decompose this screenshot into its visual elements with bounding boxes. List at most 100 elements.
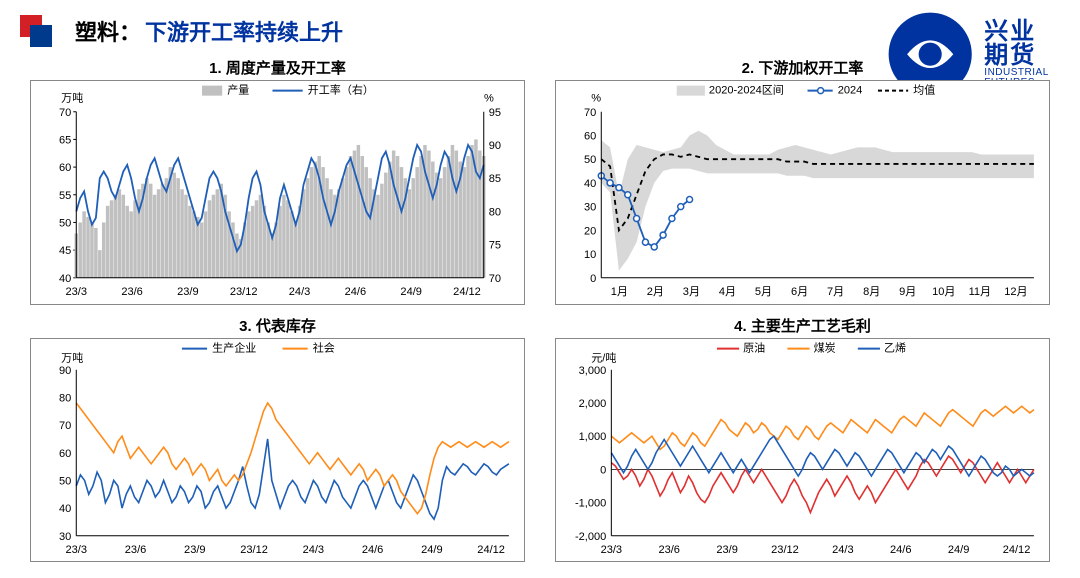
- svg-text:2月: 2月: [647, 286, 664, 298]
- chart4-title: 4. 主要生产工艺毛利: [555, 315, 1050, 336]
- chart1-title: 1. 周度产量及开工率: [30, 57, 525, 78]
- svg-text:元/吨: 元/吨: [591, 351, 616, 364]
- svg-text:4月: 4月: [719, 286, 736, 298]
- panel-2: 2. 下游加权开工率 010203040506070%1月2月3月4月5月6月7…: [555, 57, 1050, 305]
- svg-text:乙烯: 乙烯: [884, 341, 906, 354]
- svg-text:24/9: 24/9: [400, 286, 422, 298]
- svg-text:24/9: 24/9: [421, 543, 443, 555]
- svg-text:23/9: 23/9: [716, 543, 738, 555]
- svg-text:23/6: 23/6: [658, 543, 680, 555]
- svg-text:70: 70: [489, 273, 501, 285]
- page-title-main: 下游开工率持续上升: [145, 15, 343, 47]
- svg-text:产量: 产量: [227, 83, 249, 97]
- svg-text:70: 70: [59, 420, 71, 432]
- chart1-box: 40 45 50 55 60 65 70 70 75 80 85 90 95 万吨% 23/3 23/6 23/…: [30, 80, 525, 305]
- svg-text:70: 70: [59, 107, 71, 119]
- svg-text:6月: 6月: [791, 286, 808, 298]
- svg-text:3月: 3月: [683, 286, 700, 298]
- svg-text:24/6: 24/6: [345, 286, 367, 298]
- page-title-prefix: 塑料：: [75, 15, 141, 47]
- svg-text:40: 40: [59, 273, 71, 285]
- svg-text:24/3: 24/3: [832, 543, 854, 555]
- svg-text:60: 60: [59, 447, 71, 459]
- chart3-box: 30 40 50 60 70 80 90万吨 23/3 23/6 23/9 23/12 24/3 24/…: [30, 338, 525, 563]
- svg-text:23/6: 23/6: [125, 543, 147, 555]
- svg-text:8月: 8月: [863, 286, 880, 298]
- svg-text:24/12: 24/12: [453, 286, 481, 298]
- svg-text:75: 75: [489, 240, 501, 252]
- svg-text:45: 45: [59, 245, 71, 257]
- svg-text:10月: 10月: [932, 286, 955, 298]
- svg-text:23/12: 23/12: [771, 543, 799, 555]
- panel-1: 1. 周度产量及开工率 40 45 50 55 60 65 70 70 75 80 85 90 95 万吨…: [30, 57, 525, 305]
- svg-text:社会: 社会: [313, 340, 335, 354]
- svg-text:23/12: 23/12: [230, 286, 258, 298]
- svg-text:12月: 12月: [1004, 286, 1027, 298]
- svg-text:2,000: 2,000: [579, 397, 607, 409]
- svg-text:24/9: 24/9: [948, 543, 970, 555]
- svg-text:2020-2024区间: 2020-2024区间: [709, 84, 784, 97]
- svg-text:20: 20: [584, 225, 596, 237]
- svg-text:24/3: 24/3: [289, 286, 311, 298]
- svg-text:50: 50: [584, 154, 596, 166]
- svg-text:23/6: 23/6: [121, 286, 143, 298]
- chart3-title: 3. 代表库存: [30, 315, 525, 336]
- svg-text:24/6: 24/6: [362, 543, 384, 555]
- svg-text:85: 85: [489, 173, 501, 185]
- svg-text:50: 50: [59, 475, 71, 487]
- svg-text:40: 40: [59, 503, 71, 515]
- svg-text:-1,000: -1,000: [575, 497, 606, 509]
- svg-text:1,000: 1,000: [579, 431, 607, 443]
- panel-3: 3. 代表库存 30 40 50 60 70 80 90万吨 23/3 23/6 23/9 23/1…: [30, 315, 525, 563]
- svg-text:24/12: 24/12: [477, 543, 505, 555]
- svg-text:23/3: 23/3: [66, 286, 88, 298]
- svg-text:40: 40: [584, 178, 596, 190]
- svg-text:23/3: 23/3: [66, 543, 88, 555]
- svg-text:65: 65: [59, 134, 71, 146]
- svg-text:生产企业: 生产企业: [212, 340, 256, 354]
- svg-text:23/3: 23/3: [601, 543, 623, 555]
- svg-text:煤炭: 煤炭: [814, 341, 836, 354]
- svg-text:均值: 均值: [913, 84, 935, 97]
- svg-text:1月: 1月: [611, 286, 628, 298]
- svg-text:60: 60: [584, 131, 596, 143]
- svg-text:0: 0: [590, 273, 596, 285]
- svg-text:%: %: [484, 93, 494, 105]
- svg-text:万吨: 万吨: [61, 92, 83, 105]
- svg-text:30: 30: [584, 202, 596, 214]
- svg-text:70: 70: [584, 107, 596, 119]
- svg-text:24/6: 24/6: [890, 543, 912, 555]
- svg-text:2024: 2024: [838, 85, 863, 97]
- svg-text:10: 10: [584, 249, 596, 261]
- svg-text:80: 80: [489, 206, 501, 218]
- svg-text:23/12: 23/12: [240, 543, 268, 555]
- chart4-box: -2,000-1,00001,0002,0003,000元/吨23/323/62…: [555, 338, 1050, 563]
- svg-text:7月: 7月: [827, 286, 844, 298]
- bullet-blue-icon: [30, 25, 52, 47]
- svg-text:5月: 5月: [755, 286, 772, 298]
- svg-text:9月: 9月: [899, 286, 916, 298]
- svg-text:95: 95: [489, 107, 501, 119]
- svg-text:80: 80: [59, 392, 71, 404]
- svg-text:90: 90: [59, 364, 71, 376]
- svg-text:24/3: 24/3: [303, 543, 325, 555]
- svg-text:23/9: 23/9: [177, 286, 199, 298]
- svg-text:万吨: 万吨: [61, 351, 83, 364]
- svg-text:3,000: 3,000: [579, 364, 607, 376]
- svg-text:开工率（右）: 开工率（右）: [308, 83, 374, 97]
- svg-text:23/9: 23/9: [184, 543, 206, 555]
- svg-text:90: 90: [489, 140, 501, 152]
- svg-text:55: 55: [59, 190, 71, 202]
- svg-text:30: 30: [59, 530, 71, 542]
- svg-text:11月: 11月: [969, 286, 992, 298]
- svg-text:60: 60: [59, 162, 71, 174]
- svg-text:-2,000: -2,000: [575, 530, 606, 542]
- panel-4: 4. 主要生产工艺毛利 -2,000-1,00001,0002,0003,000…: [555, 315, 1050, 563]
- chart-grid: 1. 周度产量及开工率 40 45 50 55 60 65 70 70 75 80 85 90 95 万吨…: [0, 52, 1080, 572]
- logo-text-cn: 兴业期货: [984, 20, 1050, 68]
- page-header: 塑料： 下游开工率持续上升 兴业期货 INDUSTRIAL FUTURES: [0, 0, 1080, 52]
- chart2-box: 010203040506070%1月2月3月4月5月6月7月8月9月10月11月…: [555, 80, 1050, 305]
- svg-text:24/12: 24/12: [1003, 543, 1031, 555]
- svg-text:原油: 原油: [743, 340, 765, 354]
- svg-text:50: 50: [59, 217, 71, 229]
